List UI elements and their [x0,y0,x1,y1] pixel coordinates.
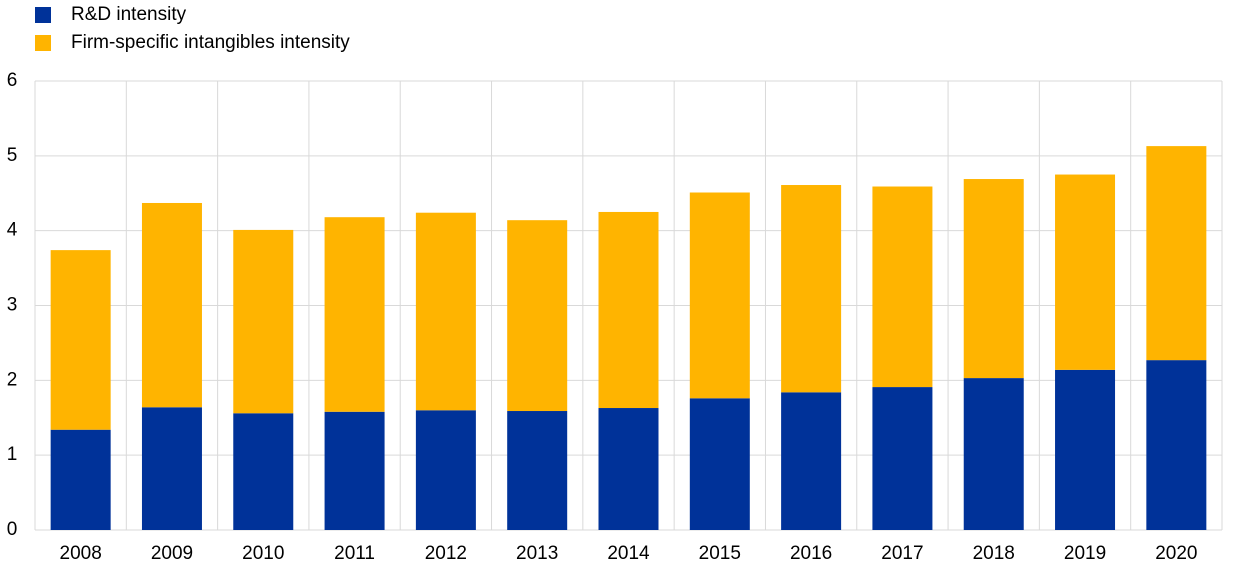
y-tick-label: 0 [7,519,18,540]
bar-segment [598,211,659,409]
bar-segment [507,220,568,412]
bar-segment [1146,146,1207,361]
x-tick-label: 2020 [1155,543,1197,564]
bar-segment [1146,360,1207,530]
bar-segment [507,411,568,530]
bar-segment [781,392,842,530]
bar-segment [141,407,202,530]
x-tick-label: 2014 [607,543,650,564]
bar-segment [781,185,842,393]
bar-segment [233,413,294,530]
legend-swatch [35,7,51,23]
bar-segment [872,387,933,530]
bar-segment [872,186,933,388]
bar-segment [50,429,111,530]
x-tick-label: 2008 [60,543,102,564]
y-tick-label: 6 [7,70,18,91]
bar-segment [50,250,111,430]
bar-segment [689,398,750,530]
y-tick-label: 2 [7,369,18,390]
bar-segment [233,229,294,414]
bar-segment [1055,174,1116,370]
x-tick-label: 2010 [242,543,284,564]
bar-segment [324,411,385,530]
bar-segment [689,192,750,399]
bar-segment [598,408,659,530]
y-tick-label: 3 [7,295,18,316]
x-tick-label: 2011 [334,543,375,564]
legend-label: R&D intensity [71,4,187,25]
bar-segment [415,410,476,530]
x-tick-label: 2018 [973,543,1015,564]
x-tick-label: 2013 [516,543,558,564]
x-tick-label: 2017 [881,543,923,564]
y-tick-label: 4 [7,220,18,241]
y-tick-label: 5 [7,145,18,166]
bar-segment [141,202,202,408]
x-tick-label: 2016 [790,543,832,564]
x-tick-label: 2015 [699,543,741,564]
legend-label: Firm-specific intangibles intensity [71,32,350,53]
bar-segment [963,378,1024,530]
bar-segment [963,179,1024,379]
legend-swatch [35,35,51,51]
x-tick-label: 2019 [1064,543,1106,564]
bar-segment [324,217,385,412]
bar-segment [415,212,476,411]
x-tick-label: 2009 [151,543,193,564]
x-tick-label: 2012 [425,543,467,564]
bar-segment [1055,369,1116,530]
y-tick-label: 1 [7,444,18,465]
